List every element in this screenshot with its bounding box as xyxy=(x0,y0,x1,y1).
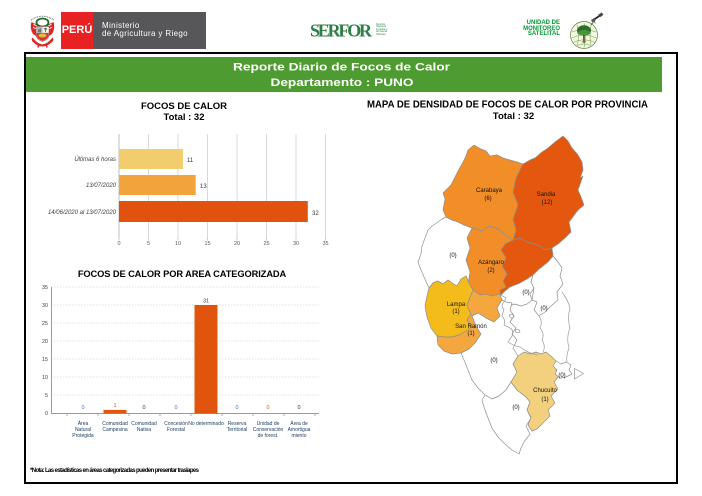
svg-text:Campesina: Campesina xyxy=(102,427,128,433)
svg-text:Reserva: Reserva xyxy=(228,421,247,427)
svg-text:(6): (6) xyxy=(484,196,491,202)
svg-text:35: 35 xyxy=(322,241,328,247)
svg-text:25: 25 xyxy=(42,321,48,327)
svg-text:0: 0 xyxy=(142,405,145,411)
svg-text:5: 5 xyxy=(45,393,48,399)
svg-text:Área: Área xyxy=(78,420,89,427)
svg-text:14/06/2020 al 13/07/2020: 14/06/2020 al 13/07/2020 xyxy=(48,210,117,216)
svg-text:32: 32 xyxy=(312,211,319,217)
svg-text:Concesión: Concesión xyxy=(164,421,188,427)
svg-text:Últimas 6 horas: Últimas 6 horas xyxy=(74,156,116,163)
svg-text:(0): (0) xyxy=(490,358,497,364)
svg-text:(1): (1) xyxy=(452,309,459,315)
svg-text:miento: miento xyxy=(291,433,306,439)
svg-text:5: 5 xyxy=(147,241,150,247)
svg-text:Conservación: Conservación xyxy=(253,427,284,433)
svg-text:15: 15 xyxy=(204,241,210,247)
svg-text:11: 11 xyxy=(187,158,194,164)
svg-text:Nativa: Nativa xyxy=(137,427,151,433)
svg-text:Unidad de: Unidad de xyxy=(257,421,280,427)
svg-text:Lampa: Lampa xyxy=(447,302,466,308)
svg-text:Departamento : PUNO: Departamento : PUNO xyxy=(271,77,415,89)
svg-text:35: 35 xyxy=(42,285,48,291)
svg-text:0: 0 xyxy=(117,241,120,247)
svg-text:30: 30 xyxy=(293,241,299,247)
svg-text:0: 0 xyxy=(174,405,177,411)
svg-text:1: 1 xyxy=(113,403,116,409)
svg-text:13/07/2020: 13/07/2020 xyxy=(86,183,117,189)
svg-text:MAPA DE DENSIDAD DE FOCOS DE C: MAPA DE DENSIDAD DE FOCOS DE CALOR POR P… xyxy=(367,100,649,111)
svg-text:13: 13 xyxy=(200,184,207,190)
svg-text:10: 10 xyxy=(42,375,48,381)
svg-text:(0): (0) xyxy=(449,253,456,259)
svg-text:Área de: Área de xyxy=(290,420,308,427)
svg-text:Territorial: Territorial xyxy=(227,427,248,433)
svg-text:(1): (1) xyxy=(467,331,474,337)
svg-text:de forest.: de forest. xyxy=(258,433,279,439)
svg-text:Chucuito: Chucuito xyxy=(533,388,557,394)
svg-text:Amortigua: Amortigua xyxy=(288,427,311,433)
svg-text:Natural: Natural xyxy=(75,427,91,433)
svg-text:(0): (0) xyxy=(540,306,547,312)
svg-text:(2): (2) xyxy=(487,268,494,274)
svg-text:10: 10 xyxy=(175,241,181,247)
svg-text:0: 0 xyxy=(81,405,84,411)
svg-text:25: 25 xyxy=(263,241,269,247)
svg-text:(0): (0) xyxy=(558,373,565,379)
svg-text:Forestal: Forestal xyxy=(167,427,185,433)
svg-text:30: 30 xyxy=(42,303,48,309)
svg-text:20: 20 xyxy=(234,241,240,247)
svg-text:Sandia: Sandia xyxy=(537,192,556,198)
svg-text:Protegida: Protegida xyxy=(72,433,94,439)
svg-text:31: 31 xyxy=(203,299,209,305)
svg-text:San Ramón: San Ramón xyxy=(455,324,487,330)
svg-text:(1): (1) xyxy=(541,397,548,403)
svg-text:0: 0 xyxy=(266,405,269,411)
svg-text:0: 0 xyxy=(297,405,300,411)
svg-text:Azángaro: Azángaro xyxy=(478,260,504,266)
svg-text:No determinado: No determinado xyxy=(188,421,224,427)
svg-text:SERFOR: SERFOR xyxy=(310,21,373,39)
svg-text:Comunidad: Comunidad xyxy=(131,421,157,427)
svg-text:*Nota: Las estadísticas en áre: *Nota: Las estadísticas en áreas categor… xyxy=(30,468,200,474)
svg-text:(0): (0) xyxy=(512,405,519,411)
svg-text:Reporte Diario de Focos de Cal: Reporte Diario de Focos de Calor xyxy=(233,62,451,74)
svg-text:20: 20 xyxy=(42,339,48,345)
svg-text:Carabaya: Carabaya xyxy=(476,188,503,194)
svg-text:(0): (0) xyxy=(522,290,529,296)
svg-text:15: 15 xyxy=(42,357,48,363)
svg-text:0: 0 xyxy=(235,405,238,411)
svg-text:Comunidad: Comunidad xyxy=(102,421,128,427)
svg-text:(12): (12) xyxy=(542,200,553,206)
svg-text:0: 0 xyxy=(45,411,48,417)
